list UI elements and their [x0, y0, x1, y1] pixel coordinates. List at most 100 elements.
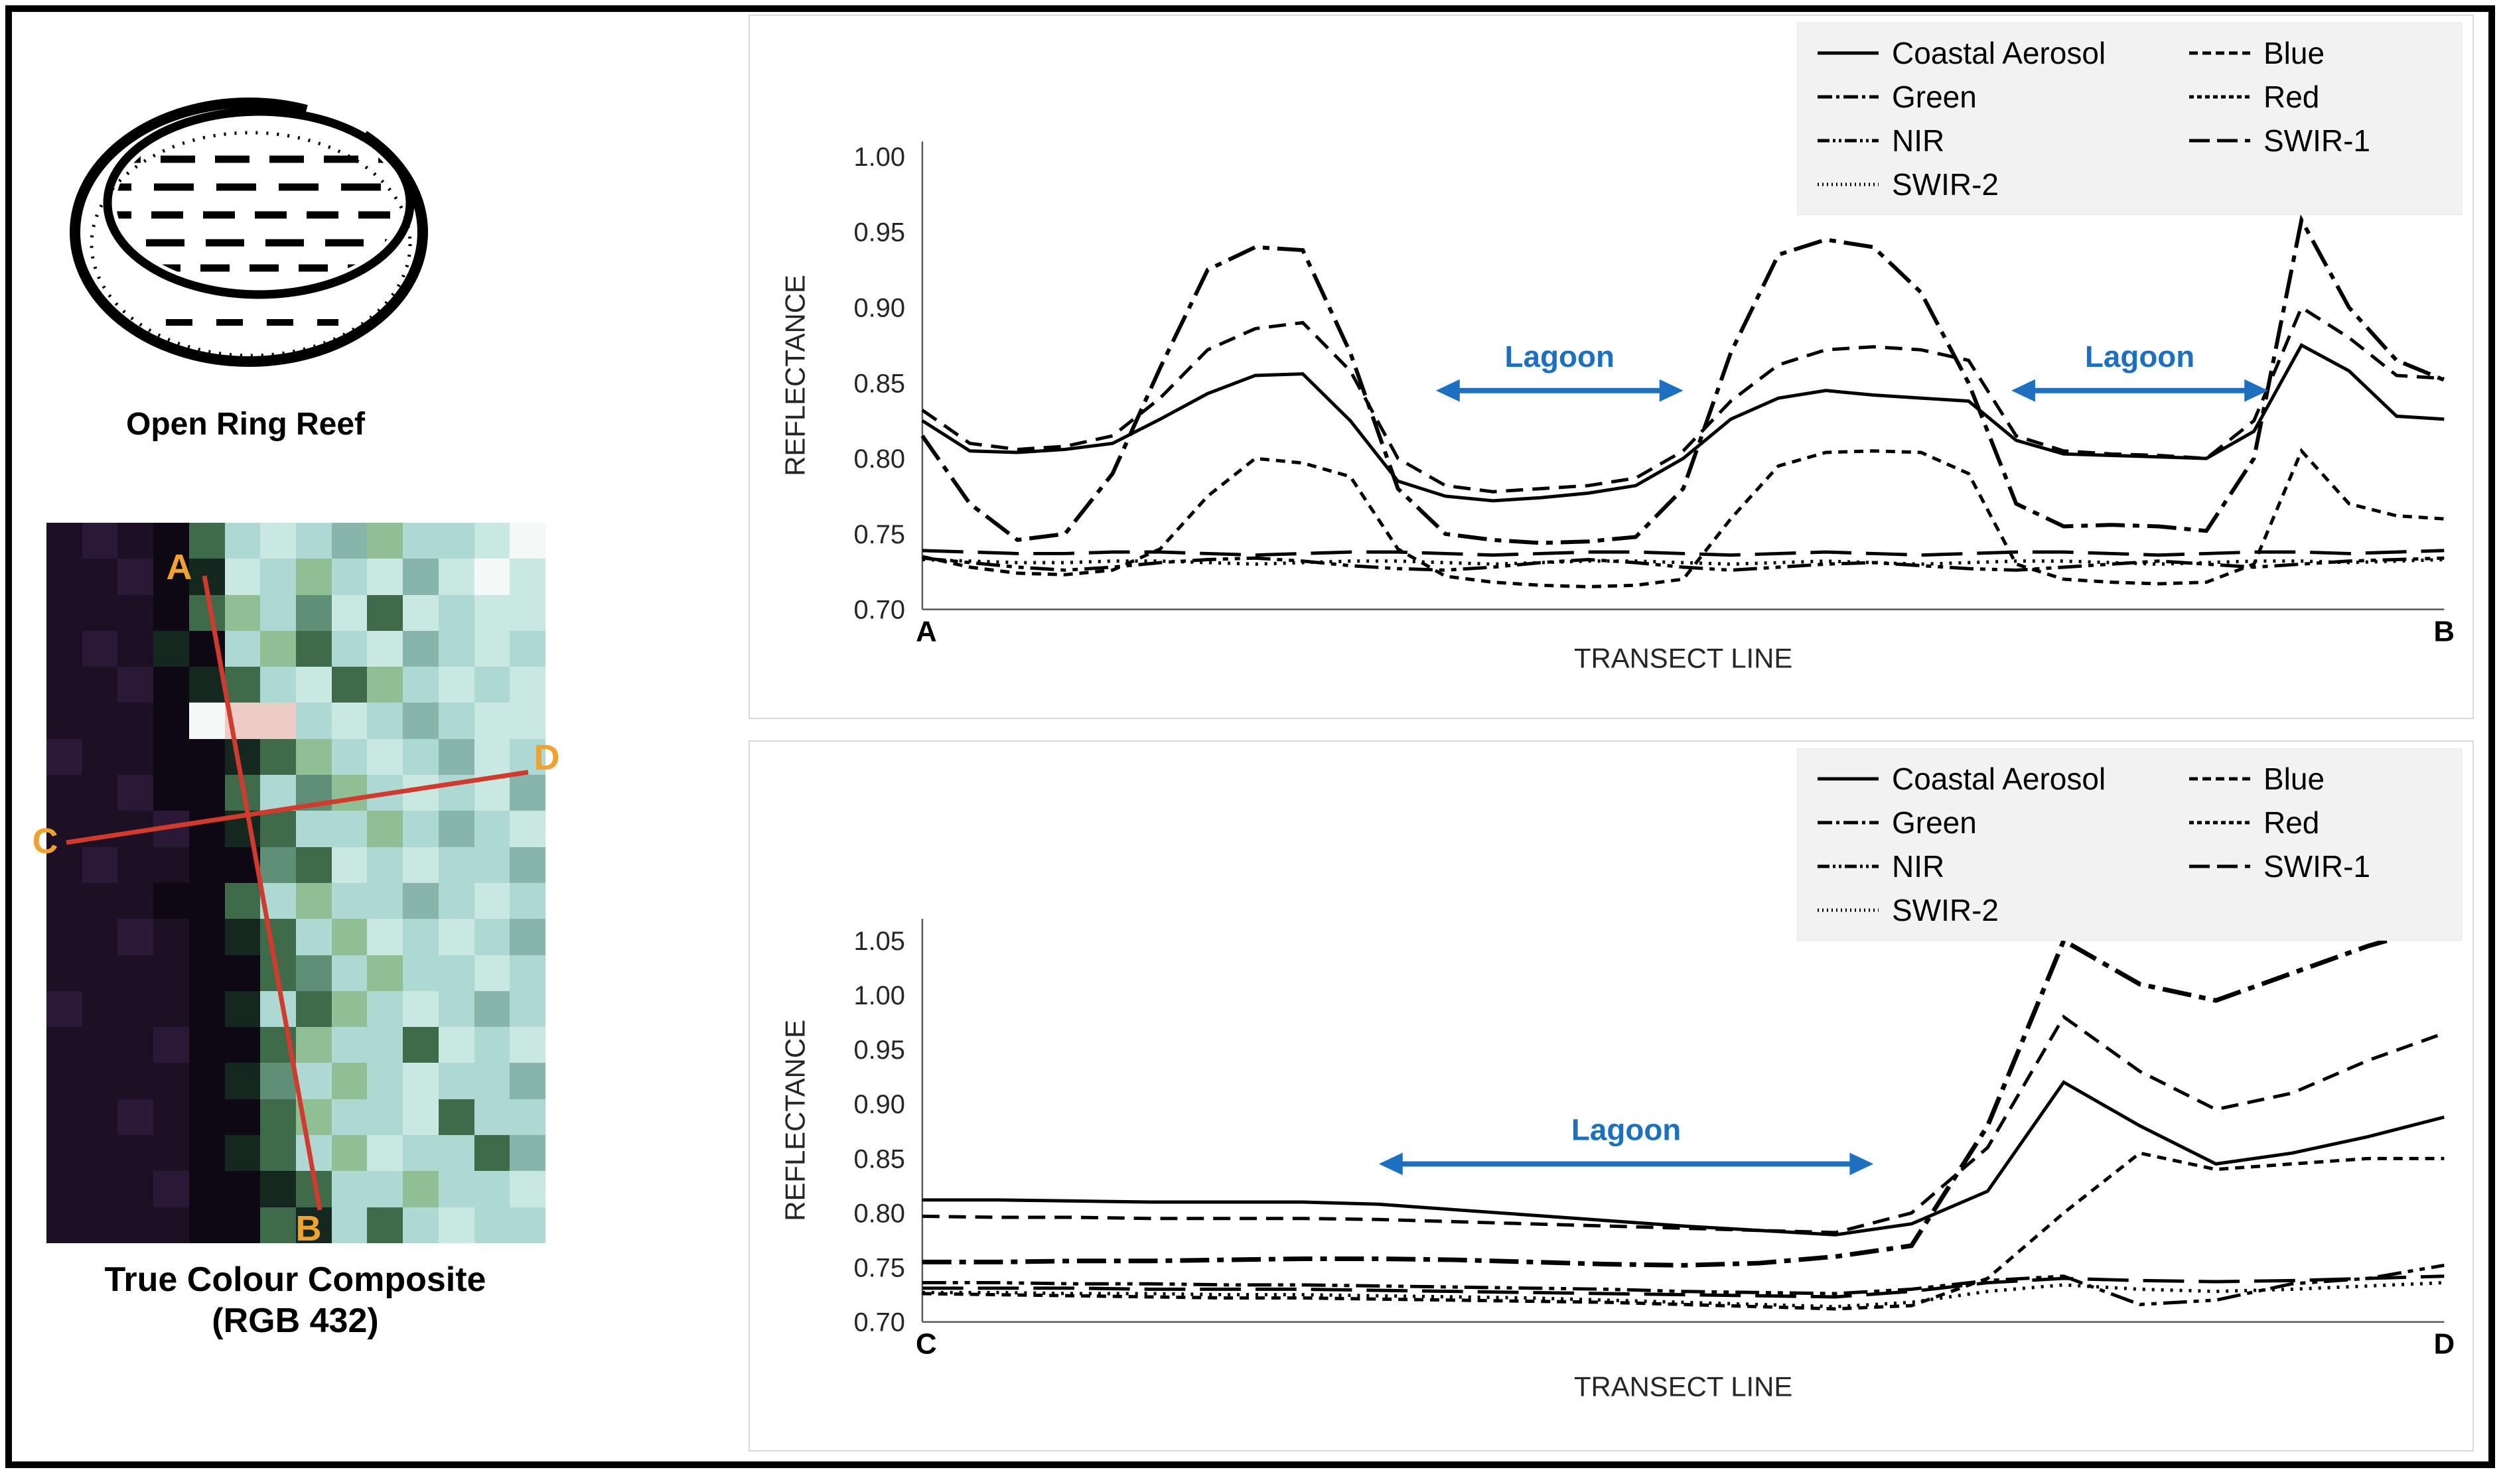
satellite-pixel	[46, 1135, 82, 1172]
satellite-pixel	[117, 1135, 154, 1172]
satellite-pixel	[260, 1063, 296, 1099]
satellite-pixel	[117, 919, 154, 955]
lagoon-label: Lagoon	[1505, 340, 1614, 373]
satellite-pixel	[403, 919, 439, 955]
lagoon-label: Lagoon	[1571, 1113, 1681, 1147]
satellite-pixel	[367, 594, 403, 631]
satellite-pixel	[46, 1063, 82, 1099]
legend-label: Red	[2263, 80, 2320, 114]
legend-label: Green	[1892, 805, 1977, 840]
x-axis-title: TRANSECT LINE	[1574, 642, 1792, 673]
satellite-pixel	[117, 738, 154, 776]
satellite-pixel	[82, 846, 118, 883]
satellite-pixel	[296, 990, 332, 1028]
legend-label: Blue	[2263, 762, 2325, 796]
satellite-pixel	[331, 738, 368, 776]
open-ring-reef-drawing	[70, 98, 428, 367]
satellite-pixel	[260, 594, 296, 631]
satellite-pixel	[46, 990, 82, 1028]
legend-label: SWIR-2	[1892, 167, 1999, 202]
satellite-pixel	[296, 667, 332, 703]
satellite-pixel	[296, 811, 332, 847]
legend-item: SWIR-2	[1818, 167, 2189, 202]
satellite-pixel	[331, 630, 368, 667]
satellite-pixel	[82, 1027, 118, 1063]
satellite-pixel	[438, 811, 474, 847]
satellite-pixel	[331, 775, 368, 811]
satellite-pixel	[474, 594, 510, 631]
satellite-pixel	[510, 1063, 545, 1099]
legend-line-sample	[1818, 182, 1879, 186]
satellite-pixel	[82, 1171, 118, 1207]
satellite-pixel	[224, 1063, 261, 1099]
satellite-pixel	[153, 1171, 189, 1207]
satellite-pixel	[188, 846, 225, 883]
satellite-pixel	[82, 667, 118, 703]
satellite-pixel	[510, 667, 545, 703]
satellite-pixel	[46, 703, 82, 739]
y-tick-label: 1.00	[853, 981, 905, 1010]
satellite-pixel	[224, 630, 261, 667]
series-red	[922, 448, 2445, 588]
satellite-pixel	[46, 955, 82, 991]
satellite-pixel	[224, 990, 261, 1028]
satellite-pixel	[153, 1063, 189, 1099]
satellite-pixel	[82, 1099, 118, 1136]
satellite-pixel	[117, 523, 154, 559]
satellite-pixel	[331, 1135, 368, 1172]
satellite-pixel	[510, 1207, 545, 1243]
arrowhead-right	[1659, 379, 1684, 402]
reef-caption: Open Ring Reef	[125, 407, 366, 442]
y-tick-label: 0.90	[853, 1090, 905, 1119]
y-tick-label: 0.80	[853, 1199, 905, 1228]
series-swir-2	[922, 1281, 2445, 1309]
satellite-pixel	[153, 1099, 189, 1136]
satellite-pixel	[260, 738, 296, 776]
transect-cd-chart: 0.70 0.75 0.80 0.85 0.90 0.95 1.00 1.05 TRANSECT…	[780, 919, 2455, 1402]
satellite-pixel	[403, 1207, 439, 1243]
satellite-pixel	[117, 882, 154, 919]
satellite-pixel	[117, 667, 154, 703]
satellite-pixel	[82, 990, 118, 1028]
satellite-pixel	[367, 1135, 403, 1172]
satellite-pixel	[224, 1207, 261, 1243]
satellite-pixel	[474, 882, 510, 919]
satellite-pixel	[82, 559, 118, 595]
legend-line-sample	[1818, 95, 1879, 99]
satellite-pixel	[153, 775, 189, 811]
satellite-pixel	[367, 630, 403, 667]
satellite-pixel	[296, 1063, 332, 1099]
satellite-pixel	[188, 1135, 225, 1172]
legend-label: SWIR-1	[2263, 123, 2370, 158]
series-red	[922, 1151, 2445, 1311]
satellite-pixel	[438, 1135, 474, 1172]
transect-ab-chart: 0.70 0.75 0.80 0.85 0.90 0.95 1.00 TRANSECT LIN…	[780, 141, 2455, 673]
series-nir	[922, 1263, 2445, 1306]
legend-label: SWIR-1	[2263, 849, 2370, 884]
satellite-pixel	[46, 594, 82, 631]
satellite-pixel	[403, 1063, 439, 1099]
chart-legend: Coastal Aerosol Blue Green Red NIR SWIR-1 SWIR…	[1797, 23, 2462, 215]
arrowhead-right	[2244, 379, 2269, 402]
satellite-pixel	[224, 594, 261, 631]
legend-line-sample	[1818, 821, 1879, 825]
satellite-pixel	[403, 846, 439, 883]
reef-dotted-rim	[90, 131, 412, 358]
satellite-pixel	[296, 955, 332, 991]
satellite-pixel	[474, 811, 510, 847]
composite-caption-line1: True Colour Composite	[104, 1260, 486, 1299]
satellite-pixel	[510, 990, 545, 1028]
satellite-pixel	[260, 775, 296, 811]
satellite-pixel	[367, 1027, 403, 1063]
legend-item: Blue	[2189, 35, 2441, 71]
satellite-pixel	[403, 630, 439, 667]
satellite-pixel	[46, 523, 82, 559]
satellite-pixel	[403, 955, 439, 991]
satellite-pixel	[403, 523, 439, 559]
satellite-pixel	[46, 919, 82, 955]
legend-item: SWIR-1	[2189, 123, 2441, 159]
satellite-pixel	[510, 559, 545, 595]
satellite-pixel	[474, 667, 510, 703]
satellite-pixel	[224, 559, 261, 595]
satellite-pixel	[438, 1099, 474, 1136]
